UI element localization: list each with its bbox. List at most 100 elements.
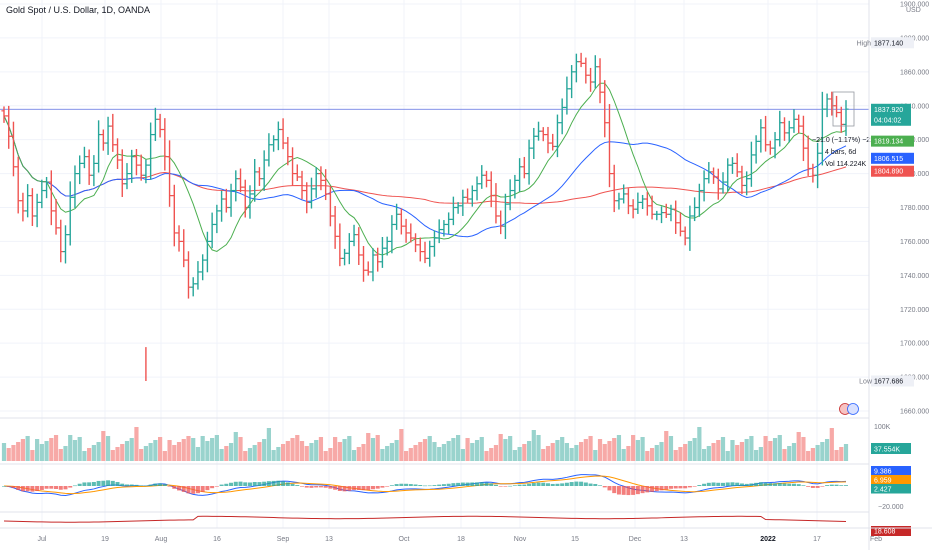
volume-bar xyxy=(290,438,295,461)
volume-bar xyxy=(295,435,300,461)
volume-bar xyxy=(219,449,224,461)
macd-histogram-bar xyxy=(659,486,664,491)
ohlc-bar xyxy=(696,183,702,217)
ohlc-bar xyxy=(237,168,244,193)
macd-histogram-bar xyxy=(143,485,148,487)
volume-bar xyxy=(44,441,49,461)
macd-histogram-bar xyxy=(602,486,607,488)
macd-histogram-bar xyxy=(106,480,111,486)
macd-histogram-bar xyxy=(285,482,290,486)
volume-bar xyxy=(162,451,167,461)
volume-pane: 100K 37.554K xyxy=(1,424,911,461)
ohlc-bar xyxy=(597,58,603,104)
macd-histogram-bar xyxy=(134,484,139,486)
volume-bar xyxy=(768,441,773,461)
volume-bar xyxy=(82,451,87,461)
macd-histogram-bar xyxy=(347,486,352,491)
macd-histogram-bar xyxy=(844,485,848,486)
volume-bar xyxy=(564,443,570,461)
macd-histogram-bar xyxy=(2,486,6,487)
ohlc-bar xyxy=(176,225,182,252)
ohlc-bar xyxy=(133,148,140,176)
ohlc-bar xyxy=(578,52,584,68)
macd-histogram-bar xyxy=(555,483,560,486)
price-pane[interactable]: −21.0 (−1.17%) −2159.9 4 bars, 6d Vol 11… xyxy=(0,52,888,415)
volume-bar xyxy=(280,444,286,461)
ma-fast-tag: 1819.134 xyxy=(871,135,914,147)
volume-bar xyxy=(87,448,92,461)
ohlc-bar xyxy=(67,181,73,246)
macd-histogram-bar xyxy=(711,482,716,486)
ohlc-bar xyxy=(758,119,764,153)
ohlc-bar xyxy=(658,206,665,224)
price-tick-label: 1680.000 xyxy=(900,375,929,382)
measure-selection-box[interactable] xyxy=(832,91,855,127)
macd-histogram-bar xyxy=(527,483,532,486)
ohlc-bar xyxy=(791,109,797,133)
volume-bar xyxy=(195,447,201,461)
macd-histogram-bar xyxy=(579,481,584,486)
volume-bar xyxy=(735,445,740,461)
volume-bar xyxy=(489,448,494,461)
macd-histogram-bar xyxy=(801,485,806,486)
ohlc-bar xyxy=(389,215,395,254)
time-axis[interactable]: Jul 19 Aug 16 Sep 13 Oct 18 Nov 15 Dec 13 2022 17 Feb xyxy=(0,527,932,543)
ohlc-bar xyxy=(412,233,419,253)
price-axis[interactable]: USD xyxy=(868,0,921,550)
volume-bar xyxy=(843,444,849,461)
macd-histogram-bar xyxy=(616,486,621,495)
volume-bar xyxy=(484,451,489,461)
ohlc-bar xyxy=(531,127,537,159)
flag-icon[interactable] xyxy=(839,403,859,415)
volume-bar xyxy=(626,446,631,461)
macd-histogram-bar xyxy=(191,486,196,494)
volume-bar xyxy=(422,439,428,461)
volume-bar xyxy=(806,451,811,461)
ohlc-bar xyxy=(507,179,513,211)
ohlc-bars xyxy=(1,52,849,382)
volume-bar xyxy=(304,446,309,461)
ohlc-bar xyxy=(559,98,565,135)
ohlc-bar xyxy=(365,261,371,276)
volume-bar xyxy=(465,438,470,461)
macd-histogram-bar xyxy=(697,485,702,486)
macd-histogram-bar xyxy=(716,482,721,486)
volume-bar xyxy=(668,436,674,461)
macd-histogram-bar xyxy=(418,485,423,486)
volume-bar xyxy=(351,450,357,461)
ohlc-bar xyxy=(526,139,532,185)
price-tick-label: 1740.000 xyxy=(900,273,929,280)
macd-histogram-bar xyxy=(243,482,248,486)
ohlc-bar xyxy=(729,157,736,174)
ohlc-bar xyxy=(271,135,277,152)
ohlc-bar xyxy=(550,133,556,151)
macd-histogram-bar xyxy=(115,482,120,486)
macd-histogram-bar xyxy=(441,484,446,486)
ohlc-bar xyxy=(682,226,688,246)
ohlc-bar xyxy=(450,196,456,226)
volume-bar xyxy=(725,451,730,461)
volume-bar xyxy=(172,445,177,461)
measure-tooltip-line3: Vol 114.224K xyxy=(825,161,866,168)
volume-bar xyxy=(782,449,787,461)
time-tick-label: Sep xyxy=(277,536,290,543)
macd-histogram-bar xyxy=(479,482,484,486)
volume-bar xyxy=(25,436,30,461)
macd-histogram-bar xyxy=(300,486,305,487)
volume-bar xyxy=(456,435,461,461)
ohlc-bar xyxy=(621,184,627,204)
ohlc-bar xyxy=(105,116,111,155)
volume-bar xyxy=(299,441,305,461)
ohlc-bar xyxy=(720,172,726,194)
volume-tick-label: 100K xyxy=(874,424,891,431)
ohlc-bar xyxy=(663,203,669,219)
macd-histogram-bar xyxy=(25,486,30,492)
volume-bar xyxy=(569,448,574,461)
macd-histogram-bar xyxy=(252,482,257,486)
volume-bar xyxy=(579,442,584,461)
ohlc-bar xyxy=(833,95,840,118)
ohlc-bar xyxy=(564,76,570,115)
time-tick-label: 2022 xyxy=(760,536,776,543)
high-price-tag: 1877.140 xyxy=(871,37,914,49)
